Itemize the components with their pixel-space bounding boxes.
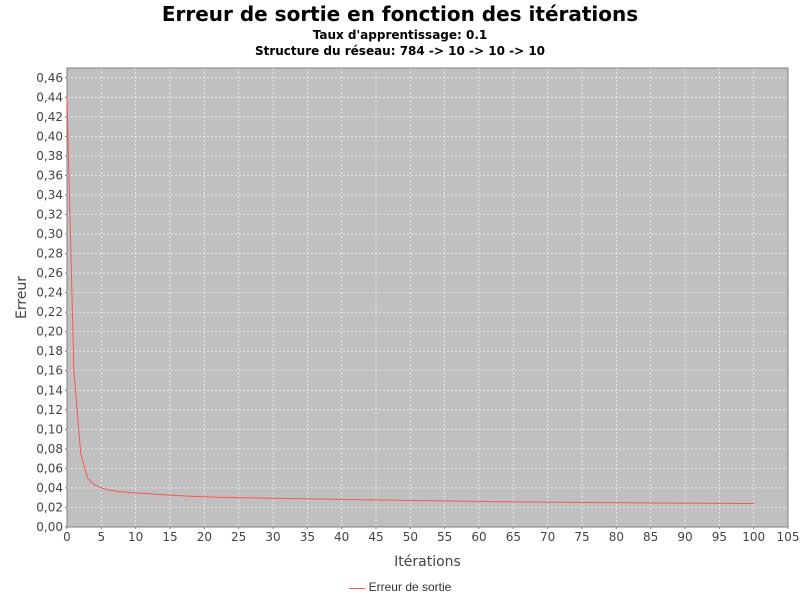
x-tick-label: 45 [368,530,383,544]
y-tick-label: 0,34 [36,188,63,202]
y-tick-label: 0,20 [36,325,63,339]
axes [66,67,789,528]
y-tick-label: 0,06 [36,461,63,475]
x-tick-label: 70 [540,530,555,544]
x-tick-label: 75 [574,530,589,544]
x-tick-label: 15 [162,530,177,544]
x-axis-title: Itérations [394,554,461,570]
x-tick-label: 105 [777,530,800,544]
x-tick-label: 40 [334,530,349,544]
y-tick-label: 0,22 [36,305,63,319]
y-tick-label: 0,30 [36,227,63,241]
x-axis-ticks: 0 5 10 15 20 25 30 35 40 45 50 55 60 65 70 75 80 85 90 95 10… [63,527,799,544]
x-tick-label: 60 [471,530,486,544]
y-tick-label: 0,24 [36,286,63,300]
series-group [66,97,754,505]
x-tick-label: 50 [403,530,418,544]
gridlines [67,68,788,527]
x-tick-label: 95 [712,530,727,544]
y-axis-title: Erreur [14,276,30,319]
y-tick-label: 0,26 [36,266,63,280]
x-tick-label: 55 [437,530,452,544]
x-tick-label: 5 [98,530,106,544]
x-tick-label: 65 [506,530,521,544]
y-tick-label: 0,16 [36,364,63,378]
y-tick-label: 0,02 [36,500,63,514]
chart-title: Erreur de sortie en fonction des itérati… [161,2,639,26]
y-tick-label: 0,46 [36,71,63,85]
y-tick-label: 0,32 [36,207,63,221]
series-line [66,97,754,505]
x-tick-label: 35 [300,530,315,544]
x-tick-label: 20 [197,530,212,544]
y-tick-label: 0,40 [36,129,63,143]
y-tick-label: 0,44 [36,90,63,104]
y-tick-label: 0,04 [36,481,63,495]
x-tick-label: 100 [742,530,765,544]
x-tick-label: 85 [643,530,658,544]
x-tick-label: 80 [609,530,624,544]
chart-subtitle-learning-rate: Taux d'apprentissage: 0.1 [312,28,488,42]
x-tick-label: 30 [265,530,280,544]
x-tick-label: 90 [677,530,692,544]
y-axis-ticks: 0,00 0,02 0,04 0,06 0,08 0,10 0,12 0,14 0,16 0,18… [36,71,67,534]
legend: Erreur de sortie [0,580,800,594]
y-tick-label: 0,00 [36,520,63,534]
y-tick-label: 0,28 [36,247,63,261]
y-tick-label: 0,18 [36,344,63,358]
plot-border [66,67,789,528]
x-tick-label: 10 [128,530,143,544]
y-tick-label: 0,08 [36,442,63,456]
y-tick-label: 0,14 [36,383,63,397]
chart-subtitle-network-structure: Structure du réseau: 784 -> 10 -> 10 -> … [254,44,546,58]
y-tick-label: 0,42 [36,110,63,124]
y-tick-label: 0,36 [36,168,63,182]
plot-area [67,68,788,527]
legend-line-swatch [348,587,365,589]
y-tick-label: 0,10 [36,422,63,436]
y-tick-label: 0,38 [36,149,63,163]
x-tick-label: 0 [63,530,71,544]
y-tick-label: 0,12 [36,403,63,417]
legend-label: Erreur de sortie [368,580,452,594]
x-tick-label: 25 [231,530,246,544]
